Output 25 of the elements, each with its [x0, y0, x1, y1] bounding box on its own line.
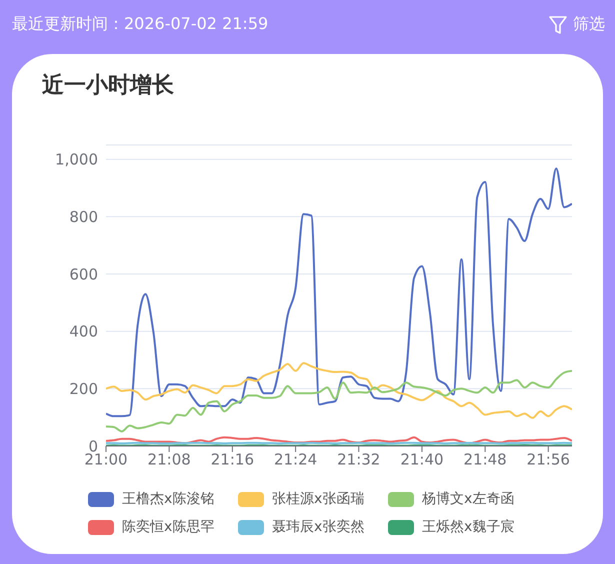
line-series: [106, 168, 572, 418]
line-series: [106, 370, 572, 432]
text: 最近更新时间：2026-07-02 21:59: [12, 14, 268, 35]
legend-label: 张桂源x张函瑞: [272, 490, 364, 508]
x-tick-label: 21:56: [526, 450, 570, 469]
line-series: [106, 362, 572, 419]
y-tick-label: 400: [69, 322, 98, 341]
x-tick-label: 21:40: [400, 450, 444, 469]
x-tick-label: 21:08: [148, 450, 191, 469]
x-tick-label: 21:24: [274, 450, 318, 469]
y-tick-label: 800: [69, 208, 98, 226]
x-tick-label: 21:32: [337, 450, 380, 469]
legend-label: 王烁然x魏子宸: [422, 518, 514, 536]
legend-label: 聂玮辰x张奕然: [272, 518, 364, 536]
x-tick-label: 21:48: [464, 450, 507, 469]
chart-title: 近一小时增长: [42, 72, 174, 100]
text: 筛选: [573, 14, 605, 35]
x-tick-label: 21:00: [84, 450, 128, 469]
legend-label: 陈奕恒x陈思罕: [122, 518, 214, 536]
legend-label: 王橹杰x陈浚铭: [122, 490, 214, 508]
y-tick-label: 200: [69, 380, 98, 398]
y-tick-label: 600: [69, 265, 98, 284]
x-tick-label: 21:16: [210, 450, 254, 469]
y-tick-label: 1,000: [55, 150, 98, 169]
legend-label: 杨博文x左奇函: [422, 490, 514, 508]
